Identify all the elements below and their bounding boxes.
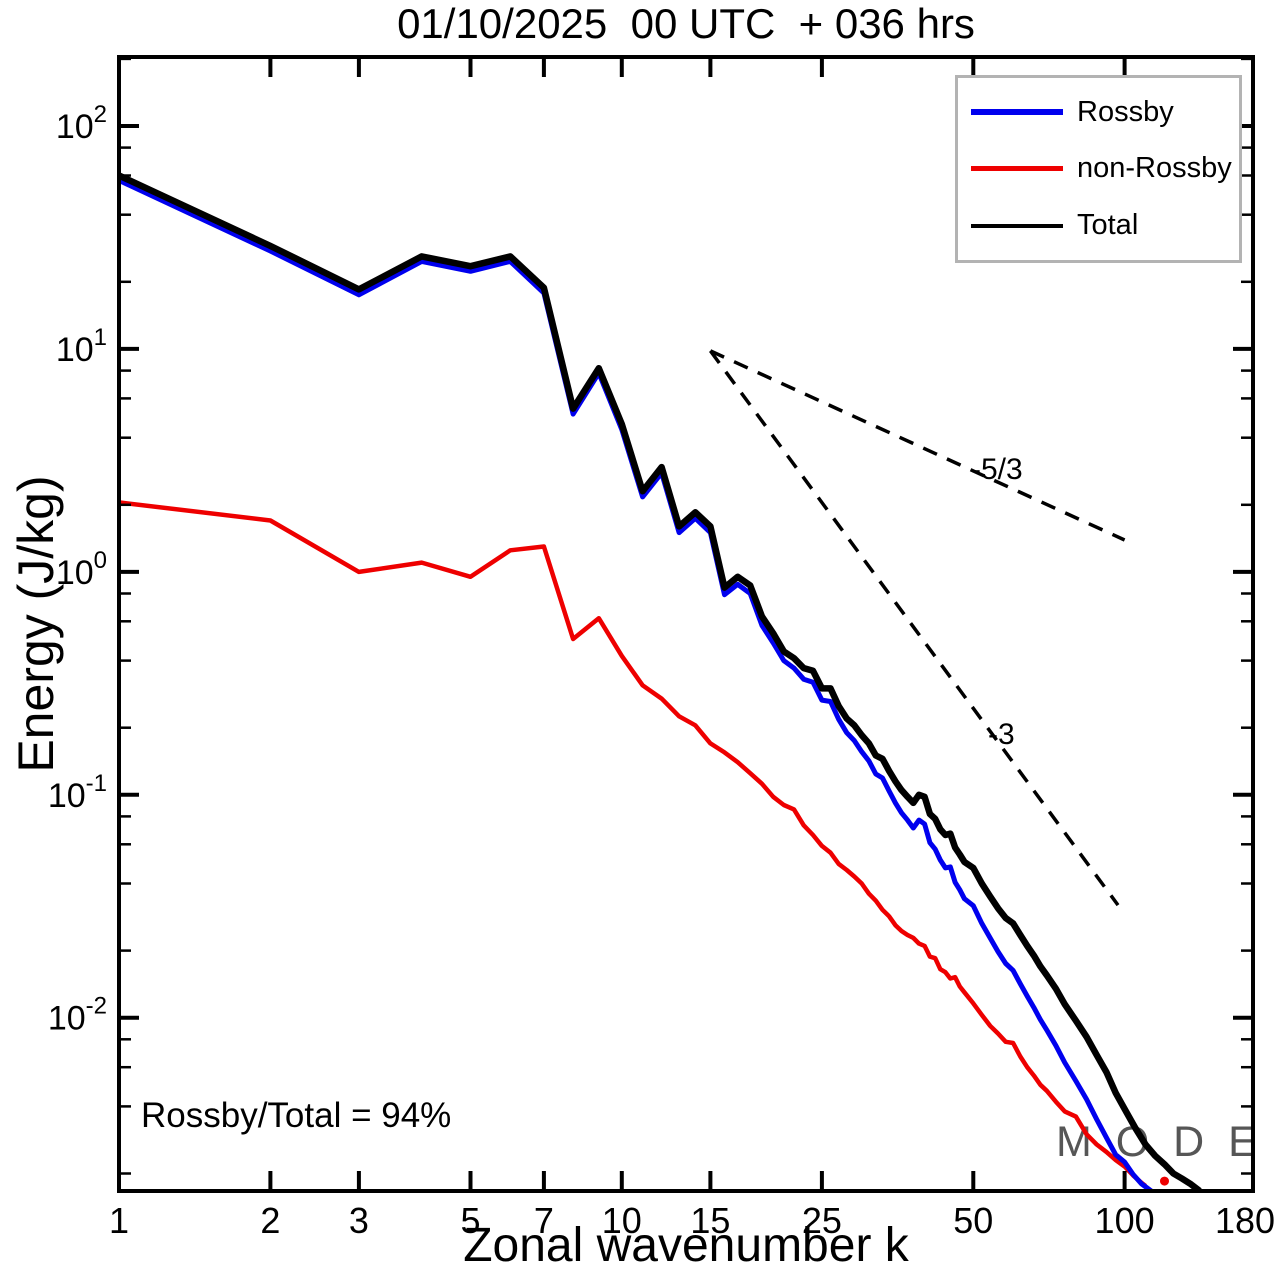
slope-label-5-3: -5/3 [971, 453, 1023, 486]
isolated-point-non-rossby [1160, 1176, 1169, 1186]
legend-item-rossby: Rossby [958, 96, 1239, 129]
y-axis-label: Energy (J/kg) [8, 475, 64, 773]
legend-item-total: Total [958, 209, 1239, 242]
x-tick-label-10: 10 [602, 1200, 642, 1241]
y-tick-label-1e2: 102 [56, 101, 107, 146]
series-line-total [119, 172, 1202, 1191]
series-line-rossby [119, 178, 1153, 1191]
y-tick-label-1e-1: 10-1 [48, 770, 107, 815]
x-tick-label-3: 3 [349, 1200, 369, 1241]
x-tick-label-50: 50 [953, 1200, 993, 1241]
reference-slope-line-shallow [709, 349, 1126, 542]
reference-slope-line-steep [708, 349, 1120, 907]
x-tick-label-180: 180 [1215, 1200, 1275, 1241]
x-tick-label-2: 2 [260, 1200, 280, 1241]
x-tick-label-25: 25 [802, 1200, 842, 1241]
legend-item-non-rossby: non-Rossby [958, 152, 1239, 185]
chart-title: 01/10/2025 00 UTC + 036 hrs [397, 0, 975, 47]
x-tick-label-1: 1 [109, 1200, 129, 1241]
y-tick-label-1e0: 100 [56, 547, 107, 592]
y-tick-label-1e1: 101 [56, 324, 107, 369]
non-rossby-line-swatch [971, 166, 1063, 172]
axes-frame [117, 55, 1255, 1193]
slope-label-3: -3 [988, 718, 1015, 751]
y-tick-label-1e-2: 10-2 [48, 993, 107, 1038]
x-tick-label-100: 100 [1095, 1200, 1155, 1241]
total-line-swatch [971, 223, 1063, 228]
legend-label-non-rossby: non-Rossby [1077, 152, 1232, 185]
x-tick-label-5: 5 [460, 1200, 480, 1241]
x-axis-label: Zonal wavenumber k [463, 1219, 909, 1272]
legend: Rossby non-Rossby Total [955, 75, 1242, 263]
axis-ticks [117, 57, 1255, 1191]
legend-label-rossby: Rossby [1077, 95, 1174, 128]
x-tick-label-7: 7 [534, 1200, 554, 1241]
rossby-line-swatch [971, 109, 1063, 116]
x-tick-label-15: 15 [690, 1200, 730, 1241]
legend-label-total: Total [1077, 209, 1139, 242]
series-line-non-rossby [119, 500, 1147, 1188]
rossby-total-ratio-annotation: Rossby/Total = 94% [141, 1096, 452, 1135]
